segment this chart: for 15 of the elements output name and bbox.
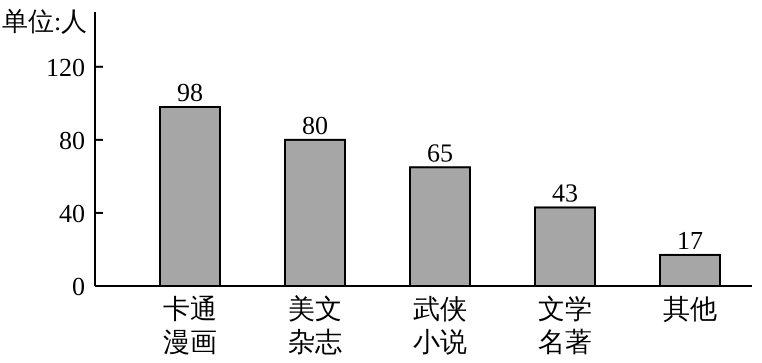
y-tick-label: 80 xyxy=(59,126,85,155)
x-tick-label: 卡通漫画 xyxy=(163,294,217,357)
x-tick-label: 其他 xyxy=(663,294,717,324)
y-axis-title: 单位:人 xyxy=(2,7,88,36)
y-tick-label: 0 xyxy=(72,272,85,301)
data-label: 17 xyxy=(677,226,703,255)
x-tick-label: 武侠小说 xyxy=(413,294,467,357)
data-label: 80 xyxy=(302,110,328,140)
y-tick-label: 120 xyxy=(46,52,85,82)
data-label: 65 xyxy=(427,138,453,168)
x-tick-label: 美文杂志 xyxy=(288,294,342,357)
y-tick-label: 40 xyxy=(59,198,85,228)
x-tick-label: 文学名著 xyxy=(538,294,592,357)
data-label: 43 xyxy=(552,178,578,208)
data-label: 98 xyxy=(177,78,203,107)
